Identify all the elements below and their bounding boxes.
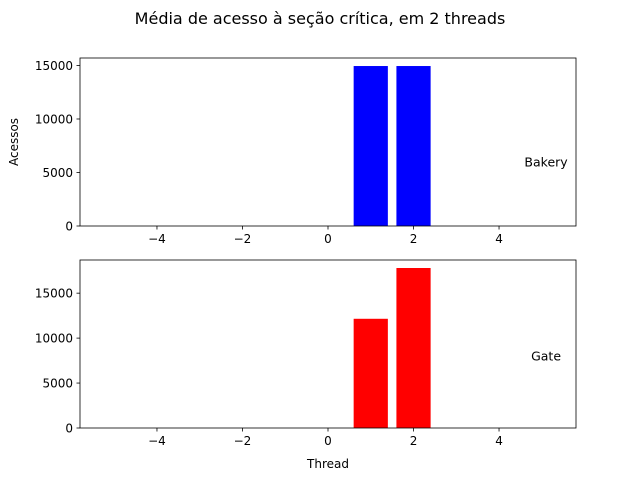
x-tick-label: 0	[324, 232, 332, 246]
bar	[353, 66, 388, 226]
x-tick-label: 4	[495, 232, 503, 246]
y-tick-label: 10000	[35, 112, 73, 126]
x-tick-label: −2	[234, 434, 252, 448]
bar	[353, 318, 388, 428]
subplots: −4 −2 0 2 4 0 5000 10000 15000 Bakery Acessos −4 −2 0…	[7, 57, 577, 471]
x-axis-label: Thread	[306, 457, 349, 471]
subplot-1: −4 −2 0 2 4 0 5000 10000 15000 Bakery Acessos	[7, 57, 577, 246]
y-tick-label: 15000	[35, 287, 73, 301]
subplot-annotation: Bakery	[524, 154, 568, 169]
y-tick-label: 0	[65, 422, 73, 436]
x-tick-label: 2	[410, 434, 418, 448]
x-tick-label: −4	[148, 434, 166, 448]
y-tick-label: 5000	[42, 377, 73, 391]
bar	[396, 268, 431, 428]
x-tick-label: 4	[495, 434, 503, 448]
subplot-annotation: Gate	[531, 349, 561, 364]
x-tick-label: −4	[148, 232, 166, 246]
y-tick-label: 5000	[42, 166, 73, 180]
y-tick-label: 0	[65, 220, 73, 234]
axes-frame	[79, 259, 577, 429]
figure-title: Média de acesso à seção crítica, em 2 th…	[135, 9, 506, 28]
x-tick-label: 0	[324, 434, 332, 448]
x-tick-label: −2	[234, 232, 252, 246]
y-tick-label: 10000	[35, 332, 73, 346]
y-tick-label: 15000	[35, 59, 73, 73]
axes-frame	[79, 57, 577, 227]
subplot-2: −4 −2 0 2 4 0 5000 10000 15000 Gate Thread	[35, 259, 577, 471]
x-tick-label: 2	[410, 232, 418, 246]
bar	[396, 66, 431, 226]
y-axis-label: Acessos	[7, 118, 21, 166]
